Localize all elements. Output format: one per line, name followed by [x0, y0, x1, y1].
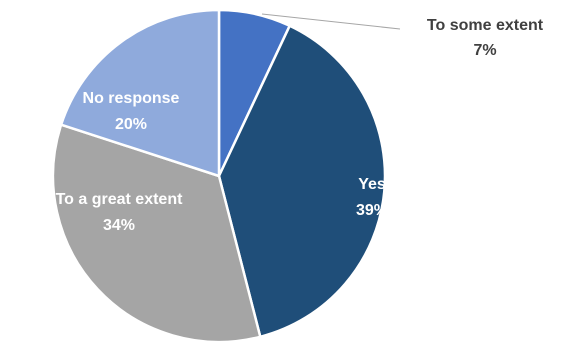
slice-name-label: No response: [83, 90, 180, 107]
pie-slices: [51, 8, 387, 343]
slice-value-label: 39%: [356, 202, 388, 219]
slice-value-label: 34%: [103, 217, 135, 234]
pie-slice-no-response: [59, 8, 221, 178]
slice-labels: To some extent 7% Yes 39% To a great ext…: [56, 17, 544, 234]
leader-line-to-some-extent: [261, 13, 401, 30]
slice-value-label: 7%: [473, 42, 496, 59]
slice-name-label: Yes: [358, 176, 386, 193]
pie-slice-yes: [217, 24, 387, 339]
slice-name-label: To a great extent: [56, 191, 184, 208]
slice-value-label: 20%: [115, 116, 147, 133]
pie-slice-to-a-great-extent: [51, 123, 262, 343]
slice-name-label: To some extent: [427, 17, 544, 34]
